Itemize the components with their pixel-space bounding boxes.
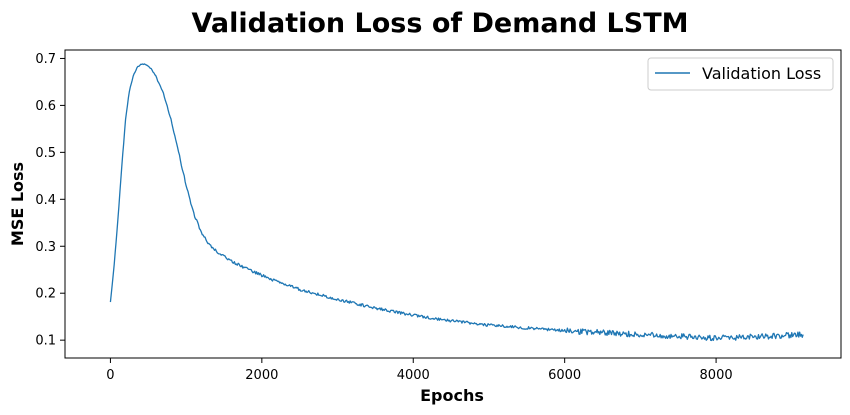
legend: Validation Loss <box>647 57 834 91</box>
y-tick-label: 0.1 <box>35 334 56 349</box>
chart-title: Validation Loss of Demand LSTM <box>192 8 689 39</box>
x-tick-label: 0 <box>106 368 114 383</box>
x-tick-label: 6000 <box>548 368 581 383</box>
ticks-layer: 0 2000 4000 6000 8000 0.1 0.2 0.3 0.4 0.5 0.6 0.7 <box>35 52 732 383</box>
plot-frame <box>64 49 842 359</box>
plot-layer <box>109 63 804 342</box>
y-tick-label: 0.5 <box>35 146 56 161</box>
y-tick-label: 0.6 <box>35 99 56 114</box>
series-line <box>109 63 804 342</box>
y-tick-label: 0.2 <box>35 287 56 302</box>
y-tick-label: 0.4 <box>35 193 56 208</box>
y-axis-label: MSE Loss <box>8 162 27 246</box>
x-tick-label: 4000 <box>397 368 430 383</box>
x-tick-label: 2000 <box>245 368 278 383</box>
legend-label: Validation Loss <box>702 64 821 83</box>
y-tick-label: 0.3 <box>35 240 56 255</box>
x-axis-label: Epochs <box>420 386 484 405</box>
legend-box <box>647 57 834 91</box>
x-tick-label: 8000 <box>700 368 733 383</box>
y-tick-label: 0.7 <box>35 52 56 67</box>
